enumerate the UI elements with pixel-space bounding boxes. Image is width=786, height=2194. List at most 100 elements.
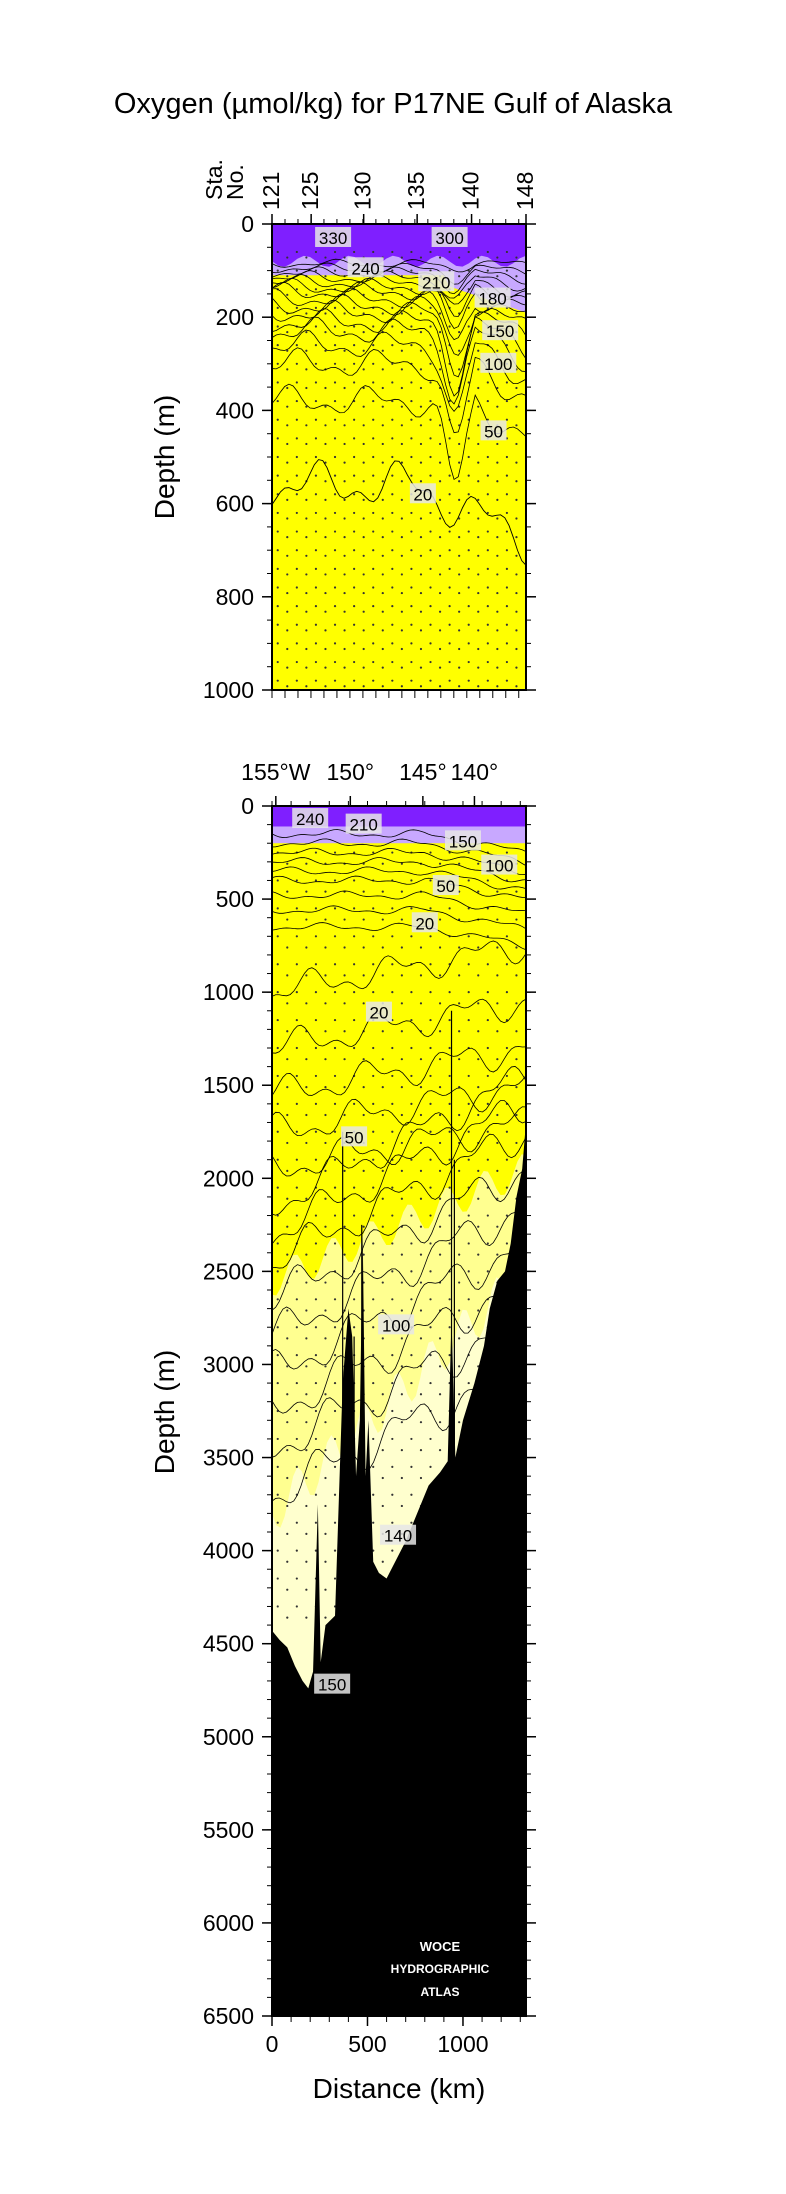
sample-point: [353, 549, 356, 552]
sample-point: [295, 1381, 298, 1385]
sample-point: [305, 1393, 308, 1396]
lower-y-tick-label: 500: [216, 886, 254, 912]
sample-point: [400, 946, 403, 949]
sample-point: [333, 642, 337, 645]
sample-point: [410, 1214, 413, 1217]
lower-y-tick-label: 3500: [203, 1445, 254, 1471]
sample-point: [515, 498, 518, 501]
sample-point: [314, 991, 318, 994]
sample-point: [515, 890, 518, 893]
sample-point: [400, 573, 403, 576]
sample-point: [305, 1337, 308, 1340]
sample-point: [314, 1046, 318, 1050]
sample-point: [477, 1085, 480, 1089]
sample-point: [314, 1437, 318, 1441]
contour-label: 140: [384, 1527, 412, 1546]
sample-point: [515, 647, 518, 651]
sample-point: [324, 517, 327, 520]
sample-point: [477, 610, 480, 613]
sample-point: [314, 1158, 318, 1161]
sample-point: [333, 549, 337, 552]
sample-point: [486, 418, 489, 421]
sample-point: [515, 1030, 518, 1033]
sample-point: [286, 554, 289, 557]
sample-point: [410, 1437, 413, 1441]
sample-point: [305, 1002, 308, 1005]
sample-point: [400, 368, 403, 371]
sample-point: [410, 437, 413, 440]
sample-point: [410, 511, 413, 515]
sample-point: [276, 623, 279, 626]
sample-point: [391, 250, 394, 254]
sample-point: [410, 660, 413, 664]
sample-point: [295, 1046, 298, 1050]
sample-point: [419, 1476, 423, 1480]
sample-point: [353, 679, 356, 682]
sample-point: [410, 381, 413, 384]
sample-point: [410, 269, 413, 272]
sample-point: [496, 554, 499, 557]
sample-point: [496, 1141, 499, 1145]
lower-contour: [272, 890, 526, 912]
sample-point: [486, 935, 489, 938]
sample-point: [496, 498, 499, 501]
sample-point: [343, 1113, 346, 1117]
sample-point: [467, 530, 470, 533]
sample-point: [324, 275, 327, 278]
sample-point: [410, 288, 413, 291]
sample-point: [314, 530, 318, 533]
sample-point: [286, 1560, 289, 1563]
sample-point: [458, 629, 461, 632]
sample-point: [467, 399, 470, 403]
sample-point: [391, 437, 394, 440]
sample-point: [314, 306, 318, 309]
sample-point: [295, 288, 298, 291]
sample-point: [286, 275, 289, 278]
sample-point: [314, 418, 318, 421]
sample-point: [333, 1465, 337, 1468]
sample-point: [400, 1504, 403, 1508]
sample-point: [438, 666, 442, 669]
sample-point: [333, 1493, 337, 1496]
sample-point: [362, 554, 365, 557]
sample-point: [391, 288, 394, 291]
sample-point: [333, 530, 337, 533]
lower-contour: [272, 922, 526, 951]
sample-point: [305, 974, 308, 977]
sample-point: [353, 381, 356, 384]
sample-point: [286, 1085, 289, 1089]
sample-point: [372, 586, 375, 589]
sample-point: [286, 368, 289, 371]
sample-point: [410, 879, 413, 882]
sample-point: [467, 907, 470, 910]
sample-point: [429, 567, 432, 570]
sample-point: [400, 1309, 403, 1312]
sample-point: [381, 554, 384, 557]
lower-contour: [272, 940, 526, 997]
sample-point: [391, 1381, 394, 1385]
sample-point: [467, 511, 470, 515]
sample-point: [410, 567, 413, 570]
sample-point: [477, 666, 480, 669]
sample-point: [419, 1225, 423, 1228]
sample-point: [505, 963, 509, 966]
sample-point: [372, 1465, 375, 1468]
sample-point: [505, 1046, 509, 1050]
sample-point: [467, 437, 470, 440]
sample-point: [429, 1242, 432, 1245]
sample-point: [410, 306, 413, 309]
sample-point: [333, 344, 337, 347]
sample-point: [305, 666, 308, 669]
sample-point: [467, 1158, 470, 1161]
sample-point: [295, 1437, 298, 1441]
sample-point: [353, 250, 356, 254]
sample-point: [295, 1214, 298, 1217]
sample-point: [467, 1074, 470, 1078]
sample-point: [438, 862, 442, 865]
sample-point: [276, 963, 279, 966]
sample-point: [429, 1437, 432, 1441]
sample-point: [410, 455, 413, 459]
sample-point: [391, 963, 394, 966]
sample-point: [381, 293, 384, 296]
sample-point: [448, 269, 451, 272]
